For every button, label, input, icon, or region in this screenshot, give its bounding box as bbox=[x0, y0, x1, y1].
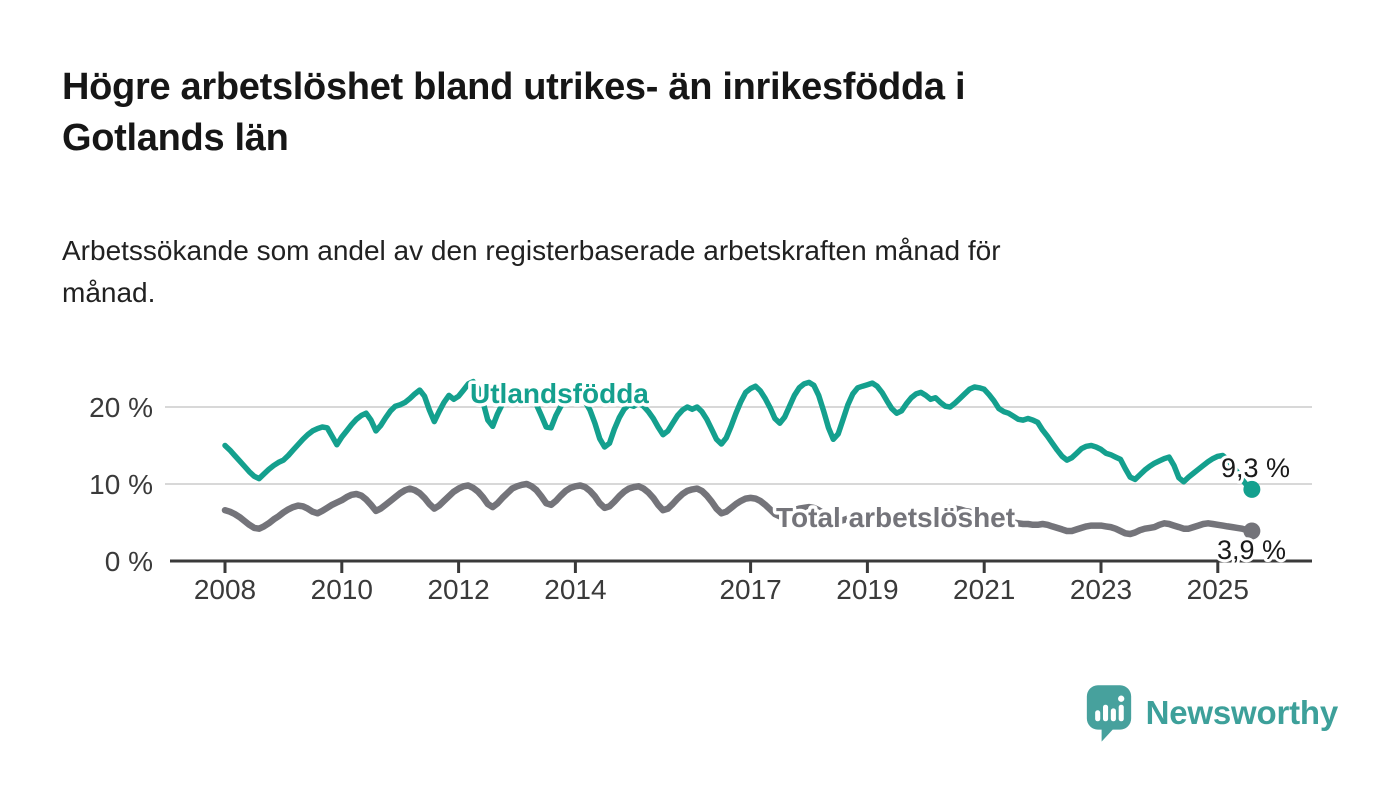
x-tick-label-2017: 2017 bbox=[719, 574, 781, 605]
series-end-dot-1 bbox=[1243, 522, 1261, 540]
series-end-value-1: 3,9 % bbox=[1217, 535, 1286, 565]
x-tick-label-2010: 2010 bbox=[311, 574, 373, 605]
x-tick-label-2012: 2012 bbox=[427, 574, 489, 605]
series-end-value-0: 9,3 % bbox=[1221, 453, 1290, 483]
series-line-1 bbox=[221, 480, 1256, 538]
x-tick-label-2023: 2023 bbox=[1070, 574, 1132, 605]
x-tick-label-2014: 2014 bbox=[544, 574, 606, 605]
x-tick-label-2019: 2019 bbox=[836, 574, 898, 605]
newsworthy-logo-icon bbox=[1086, 685, 1131, 742]
page-title: Högre arbetslöshet bland utrikes- än inr… bbox=[62, 66, 966, 159]
y-tick-label-20: 20 % bbox=[89, 392, 153, 423]
x-tick-label-2008: 2008 bbox=[194, 574, 256, 605]
x-tick-label-2021: 2021 bbox=[953, 574, 1015, 605]
x-tick-label-2025: 2025 bbox=[1187, 574, 1249, 605]
series-end-dot-0 bbox=[1243, 480, 1261, 498]
series-line-0 bbox=[222, 378, 1255, 493]
page-subtitle: Arbetssökande som andel av den registerb… bbox=[62, 235, 1001, 308]
newsworthy-branding: Newsworthy bbox=[1085, 682, 1338, 744]
y-tick-label-10: 10 % bbox=[89, 469, 153, 500]
series-label-1: Total arbetslöshet bbox=[776, 502, 1015, 533]
newsworthy-logo-text: Newsworthy bbox=[1145, 694, 1339, 731]
series-label-0: Utlandsfödda bbox=[470, 378, 649, 409]
y-tick-label-0: 0 % bbox=[105, 546, 153, 577]
